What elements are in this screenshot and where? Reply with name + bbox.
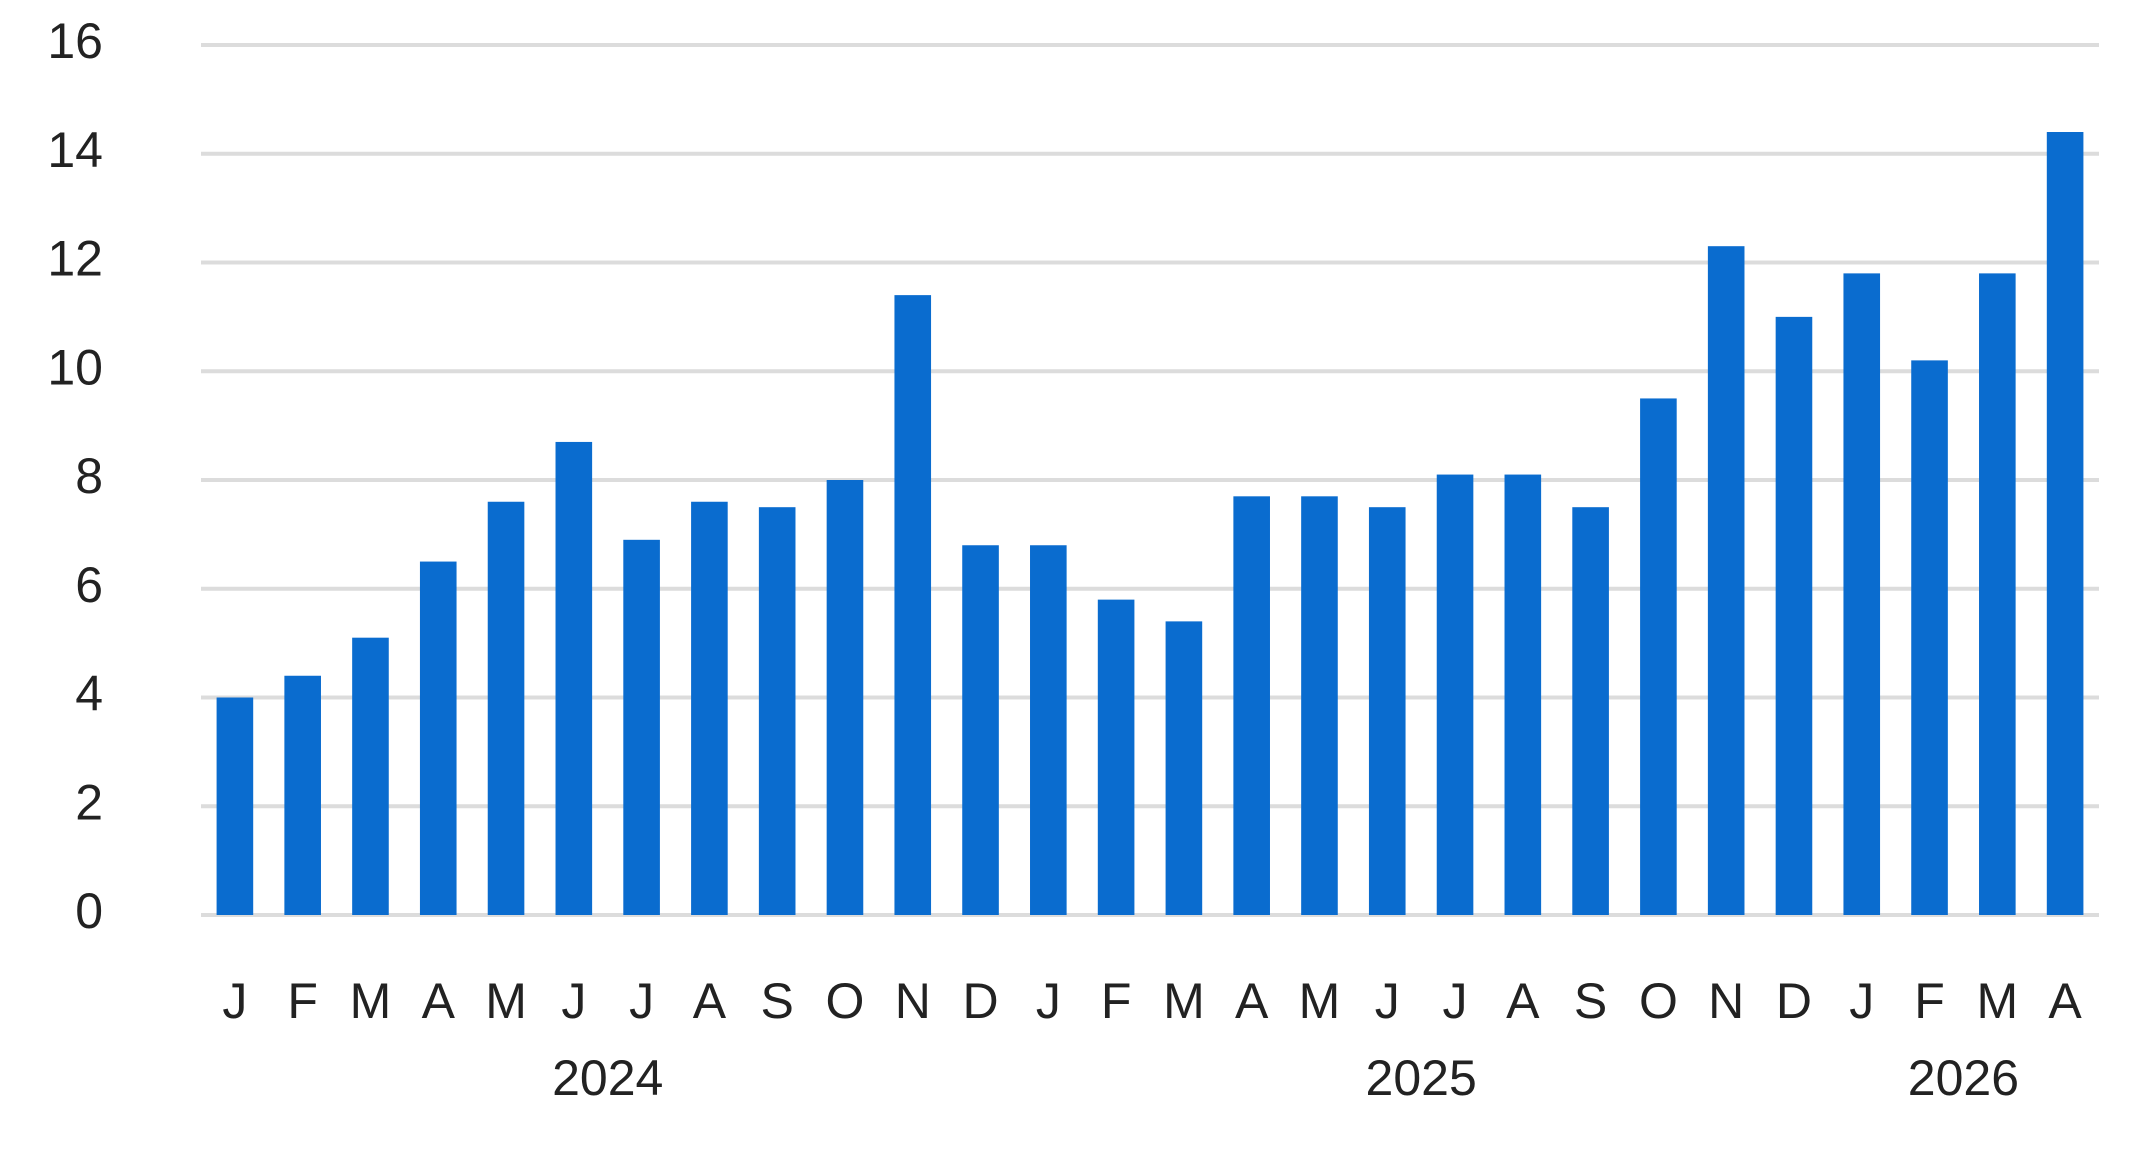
bar [1436, 474, 1474, 915]
bar [962, 545, 999, 915]
year-label: 2024 [552, 1050, 663, 1106]
y-tick-label: 10 [47, 339, 103, 395]
x-tick-label: A [1235, 973, 1269, 1029]
bar [1843, 273, 1881, 915]
x-tick-label: M [1976, 973, 2018, 1029]
x-tick-label: O [1639, 973, 1678, 1029]
y-tick-label: 14 [47, 122, 103, 178]
x-tick-label: O [826, 973, 865, 1029]
year-label: 2025 [1366, 1050, 1477, 1106]
bar [1368, 507, 1406, 915]
bar [1301, 496, 1338, 915]
y-tick-label: 12 [47, 231, 103, 287]
x-tick-label: M [1299, 973, 1341, 1029]
bar [352, 637, 389, 915]
bar [623, 539, 660, 915]
bar [1030, 545, 1067, 915]
x-tick-label: M [485, 973, 527, 1029]
y-tick-label: 16 [47, 13, 103, 69]
bar [1572, 507, 1609, 915]
x-tick-label: D [962, 973, 998, 1029]
x-tick-label: N [895, 973, 931, 1029]
x-tick-label: N [1708, 973, 1744, 1029]
bar [1504, 474, 1542, 915]
bar [1911, 360, 1948, 915]
x-tick-label: M [1163, 973, 1205, 1029]
x-tick-label: A [422, 973, 456, 1029]
bar [1165, 621, 1203, 915]
bar [419, 561, 457, 915]
x-tick-label: J [222, 973, 247, 1029]
bar [826, 480, 864, 915]
x-tick-label: J [561, 973, 586, 1029]
x-tick-label: D [1776, 973, 1812, 1029]
x-tick-label: J [1443, 973, 1468, 1029]
x-tick-label: J [1375, 973, 1400, 1029]
x-tick-label: S [1574, 973, 1607, 1029]
bar [2046, 132, 2084, 915]
bar [1640, 398, 1677, 915]
bar [555, 441, 593, 915]
bar [1775, 316, 1813, 915]
bar [284, 675, 321, 915]
bar [1097, 599, 1135, 915]
x-tick-label: S [760, 973, 793, 1029]
bar [1707, 246, 1745, 915]
bar [1233, 496, 1270, 915]
x-tick-label: J [1849, 973, 1874, 1029]
bar [758, 507, 796, 915]
bar [487, 501, 525, 915]
x-tick-label: F [1914, 973, 1945, 1029]
x-tick-label: F [1101, 973, 1132, 1029]
x-tick-label: A [2048, 973, 2082, 1029]
x-tick-label: A [693, 973, 727, 1029]
y-tick-label: 0 [75, 883, 103, 939]
bar [691, 501, 728, 915]
bar [894, 295, 932, 915]
y-tick-label: 6 [75, 557, 103, 613]
x-tick-label: F [287, 973, 318, 1029]
x-tick-label: J [1036, 973, 1061, 1029]
bar [1979, 273, 2016, 915]
year-label: 2026 [1908, 1050, 2019, 1106]
x-tick-label: M [350, 973, 392, 1029]
y-tick-label: 4 [75, 666, 103, 722]
x-tick-label: J [629, 973, 654, 1029]
x-tick-label: A [1506, 973, 1540, 1029]
y-tick-label: 8 [75, 448, 103, 504]
bar [216, 697, 254, 915]
y-tick-label: 2 [75, 774, 103, 830]
